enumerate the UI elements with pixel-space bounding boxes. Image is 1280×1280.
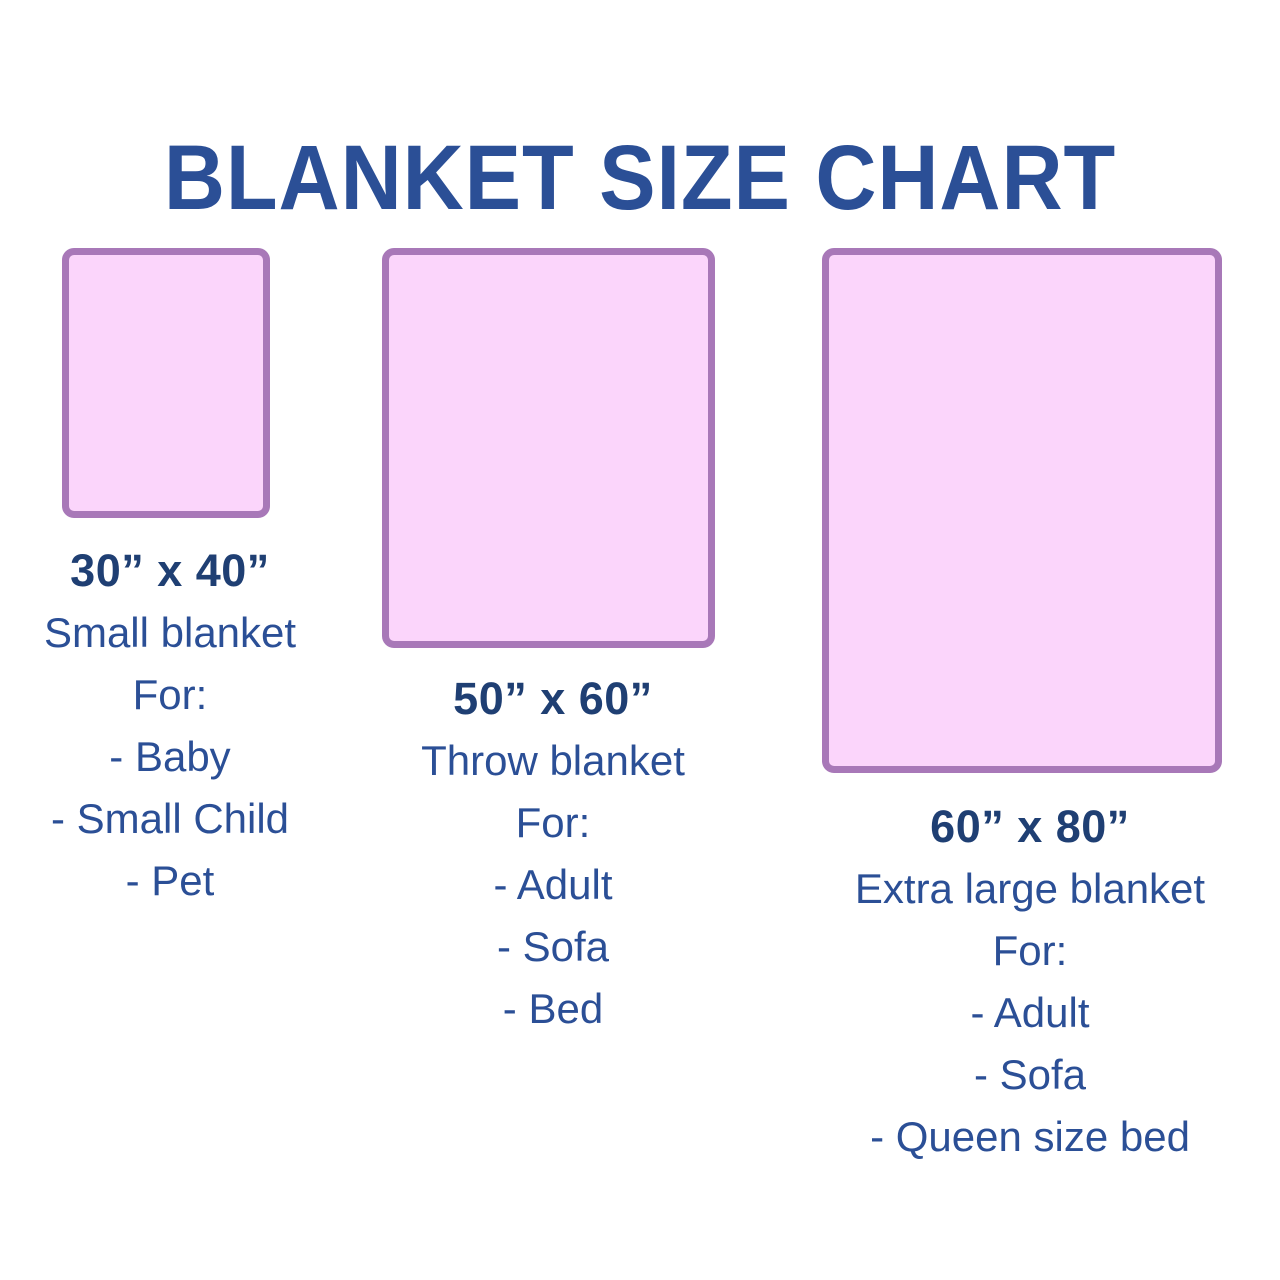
blanket-caption-small: 30” x 40” Small blanket For: - Baby - Sm… [0, 540, 340, 912]
blanket-caption-throw: 50” x 60” Throw blanket For: - Adult - S… [358, 668, 748, 1040]
blanket-swatch-throw [382, 248, 715, 648]
for-label-throw: For: [515, 799, 591, 846]
use-list-throw: - Adult - Sofa - Bed [358, 854, 748, 1040]
dimension-label-extra-large: 60” x 80” [930, 801, 1130, 852]
use-item: - Small Child [50, 795, 290, 842]
blanket-name-throw: Throw blanket [421, 737, 685, 784]
use-item: - Adult [493, 861, 613, 908]
use-item: - Queen size bed [870, 1113, 1190, 1160]
use-item: - Sofa [973, 1051, 1087, 1098]
for-label-small: For: [132, 671, 208, 718]
dimension-label-small: 30” x 40” [70, 545, 270, 596]
blanket-name-small: Small blanket [43, 609, 297, 656]
dimension-label-throw: 50” x 60” [453, 673, 653, 724]
blanket-name-extra-large: Extra large blanket [854, 865, 1206, 912]
blanket-swatch-small [62, 248, 270, 518]
use-item: - Sofa [496, 923, 610, 970]
use-item: - Pet [125, 857, 215, 904]
use-item: - Adult [970, 989, 1090, 1036]
blanket-swatch-extra-large [822, 248, 1222, 773]
use-item: - Baby [109, 733, 231, 780]
use-list-extra-large: - Adult - Sofa - Queen size bed [785, 982, 1275, 1168]
page-title: BLANKET SIZE CHART [163, 126, 1117, 229]
use-list-small: - Baby - Small Child - Pet [0, 726, 340, 912]
use-item: - Bed [502, 985, 604, 1032]
blanket-caption-extra-large: 60” x 80” Extra large blanket For: - Adu… [785, 796, 1275, 1168]
for-label-extra-large: For: [992, 927, 1068, 974]
